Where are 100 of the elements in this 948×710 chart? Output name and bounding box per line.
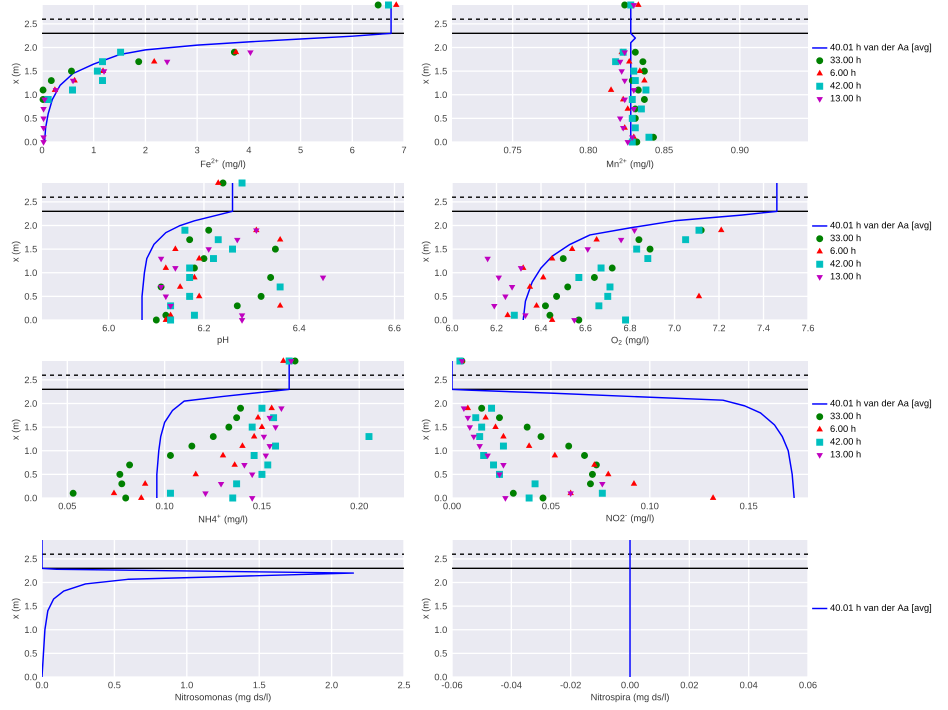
x-tick-label: 6.2 [490,324,503,332]
y-tick-label: 2.0 [24,400,37,407]
legend-label: 33.00 h [830,56,861,64]
y-tick-label: 1.5 [435,424,447,430]
x-tick-label: 0 [40,146,44,154]
x-tick-label: 6.4 [535,324,548,332]
legend-label: 40.01 h van der Aa [avg] [830,222,932,230]
x-tick-label: 7.2 [713,324,726,332]
x-tick-label: 0.06 [799,682,817,688]
x-tick-label: 0.15 [253,502,271,510]
y-tick-label: 0.5 [434,293,447,300]
y-tick-label: 1.5 [435,246,447,252]
x-tick-label: 0.04 [740,682,758,688]
x-tick-label: 0.75 [504,146,522,154]
y-tick-label: 1.0 [435,447,447,454]
legend-label: 13.00 h [830,94,861,102]
y-tick-label: 2.5 [24,20,37,28]
x-tick-label: 0.15 [740,502,758,510]
x-tick-label: 6.0 [102,324,115,332]
x-axis-title: NH4$^{+}$ (mg/l) [198,514,248,524]
x-tick-label: 6.6 [580,324,592,332]
y-tick-label: 0.0 [434,138,447,146]
y-tick-label: 2.5 [24,556,37,562]
y-axis-title: x (m) [422,63,430,84]
x-tick-label: 6.6 [388,324,401,332]
y-tick-label: 1.0 [435,269,447,276]
x-tick-label: 5 [298,146,303,154]
legend-label: 40.01 h van der Aa [avg] [830,604,932,613]
y-tick-label: 2.5 [24,198,37,206]
x-tick-label: 0.05 [542,502,560,510]
x-tick-label: 6.0 [446,324,458,332]
x-tick-label: 0.02 [680,682,698,688]
x-axis-title: Nitrospira (mg ds/l) [591,693,669,702]
y-tick-label: 2.5 [24,376,37,384]
x-axis-title: Fe$^{2+}$ (mg/l) [200,158,246,170]
y-tick-label: 2.0 [434,400,447,407]
y-tick-label: 0.5 [24,293,37,300]
x-tick-label: 1 [92,146,96,154]
y-axis-title: x (m) [422,598,430,620]
y-tick-label: 1.0 [25,447,37,454]
x-tick-label: 6 [350,146,354,154]
y-tick-label: 0.5 [434,650,447,657]
x-tick-label: 6.4 [293,324,306,332]
x-tick-label: 0.10 [641,502,659,510]
y-tick-label: 1.0 [25,269,37,276]
y-tick-label: 1.5 [25,424,37,430]
y-axis-title: x (m) [422,419,430,440]
x-axis-title: NO2$^{-}$ (mg/l) [606,514,654,524]
x-axis-title: pH [218,336,228,345]
x-tick-label: 0.00 [621,682,639,688]
x-tick-label: 0.80 [580,146,598,154]
x-tick-label: 0.85 [655,146,673,154]
y-tick-label: 1.0 [435,626,447,634]
y-tick-label: 0.5 [434,115,447,122]
x-tick-label: 0.90 [731,146,749,154]
x-tick-label: -0.06 [442,682,462,688]
y-tick-label: 1.0 [25,91,37,98]
y-tick-label: 0.5 [24,650,37,657]
x-axis-title: Nitrosomonas (mg ds/l) [176,693,271,702]
x-tick-label: 1.0 [181,682,193,688]
x-tick-label: 1.5 [253,682,266,688]
x-tick-label: 0.10 [156,502,174,510]
y-tick-label: 0.0 [434,494,447,502]
x-tick-label: 6.8 [624,324,636,332]
legend-label: 6.00 h [830,425,856,432]
legend-label: 40.01 h van der Aa [avg] [830,400,932,408]
x-tick-label: 3 [194,146,200,154]
x-tick-label: 0.0 [36,682,48,688]
y-tick-label: 1.5 [25,68,37,74]
y-axis-title: x (m) [12,419,20,440]
legend-label: 13.00 h [830,272,861,280]
legend-label: 33.00 h [830,234,861,242]
y-tick-label: 2.0 [24,222,37,229]
x-tick-label: 7.4 [758,324,770,332]
x-tick-label: 2.0 [326,682,338,688]
y-tick-label: 0.0 [434,674,447,680]
y-tick-label: 0.0 [24,138,37,146]
legend-label: 6.00 h [830,247,856,254]
legend-label: 33.00 h [830,412,861,420]
y-axis-title: x (m) [12,598,20,620]
y-axis-title: x (m) [422,241,430,262]
x-tick-label: 0.20 [350,502,368,510]
y-tick-label: 2.0 [24,44,37,51]
y-tick-label: 2.5 [434,198,447,206]
x-tick-label: -0.04 [501,682,522,688]
y-tick-label: 0.0 [434,316,447,324]
x-axis-title: O$_{2}$ (mg/l) [611,336,648,346]
legend-label: 6.00 h [830,69,856,76]
y-tick-label: 1.0 [25,626,37,634]
y-tick-label: 1.0 [435,91,447,98]
y-tick-label: 1.5 [435,602,447,610]
y-axis-title: x (m) [12,63,20,84]
x-tick-label: 7.6 [802,324,814,332]
y-tick-label: 2.0 [24,579,37,586]
y-tick-label: 1.5 [25,602,37,610]
y-tick-label: 0.5 [24,115,37,122]
x-tick-label: 7.0 [668,324,681,332]
y-tick-label: 0.0 [24,674,37,680]
y-tick-label: 2.0 [434,222,447,229]
y-tick-label: 2.5 [434,20,447,28]
